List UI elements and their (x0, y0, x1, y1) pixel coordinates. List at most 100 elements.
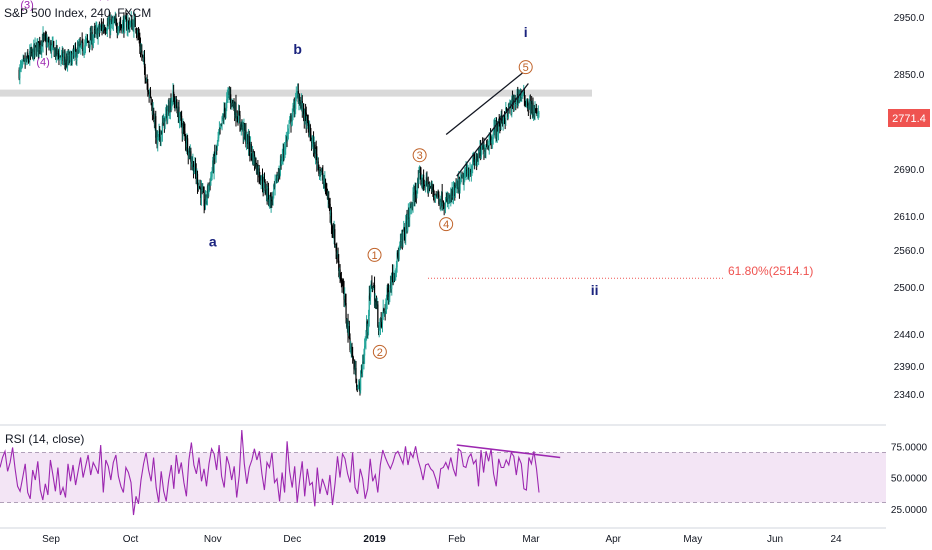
candle-body (486, 146, 488, 148)
y-tick-label: 2560.0 (894, 246, 925, 257)
candle-body (86, 38, 89, 40)
axes[interactable]: Sep Oct Nov Dec 2019 Feb Mar Apr May Jun 242950.02… (0, 13, 928, 545)
candle-body (375, 300, 377, 303)
candle-body (169, 112, 171, 116)
candle-body (138, 35, 140, 41)
candle-body (151, 104, 154, 115)
wave-label-minor: 1 (371, 250, 377, 262)
candle-body (117, 30, 119, 33)
candle-body (395, 270, 397, 272)
candle-body (409, 207, 411, 218)
candle-body (328, 204, 331, 206)
candle-body (247, 136, 250, 148)
candle-body (43, 35, 45, 37)
candle-body (525, 104, 527, 107)
candle-body (220, 123, 222, 126)
candle-body (366, 321, 368, 332)
candle-body (19, 66, 21, 79)
candle-body (308, 126, 310, 137)
candle-body (256, 165, 258, 174)
candle-body (346, 318, 348, 329)
candle-body (328, 197, 330, 204)
candle-body (177, 111, 179, 117)
candle-body (302, 103, 304, 111)
candle-body (175, 100, 177, 107)
candle-body (426, 177, 428, 185)
candle-body (100, 25, 102, 29)
wave-label-circle (372, 344, 387, 359)
candle-body (80, 45, 82, 48)
candle-body (57, 50, 59, 55)
candle-body (110, 21, 112, 23)
candle-body (21, 64, 23, 66)
candle-body (523, 91, 525, 100)
candle-body (440, 201, 442, 207)
candle-body (306, 116, 308, 128)
candle-body (495, 121, 497, 139)
candle-body (184, 131, 186, 135)
candle-body (493, 127, 495, 132)
price-tag: 2771.4 (892, 113, 926, 125)
candle-body (118, 25, 120, 28)
candle-body (211, 171, 213, 177)
candle-body (455, 185, 457, 188)
candle-body (202, 190, 205, 193)
candle-body (92, 40, 94, 44)
candle-body (187, 154, 189, 156)
candle-body (98, 25, 100, 30)
candle-body (37, 41, 39, 45)
candle-body (236, 116, 238, 119)
candle-body (462, 174, 464, 178)
candle-body (260, 180, 262, 184)
candle-body (68, 55, 70, 62)
candle-body (365, 321, 368, 339)
candle-body (229, 95, 231, 97)
candle-body (438, 194, 440, 204)
candle-body (452, 190, 454, 196)
candle-body (36, 44, 38, 55)
candle-body (515, 100, 518, 105)
candle-body (279, 160, 282, 175)
candle-body (141, 50, 143, 55)
candle-body (28, 60, 30, 62)
candle-body (142, 54, 144, 58)
candle-body (156, 131, 158, 145)
candle-body (166, 109, 168, 120)
candle-body (371, 282, 373, 286)
candle-body (386, 287, 388, 300)
candle-body (531, 100, 533, 111)
candle-body (454, 184, 456, 196)
candle-body (498, 118, 500, 120)
candle-body (484, 150, 486, 152)
candle-body (120, 24, 122, 27)
candle-body (476, 157, 478, 162)
candle-body (423, 184, 425, 186)
candle-body (450, 193, 452, 200)
candle-body (221, 116, 223, 126)
candle-body (369, 293, 371, 300)
candle-body (401, 234, 403, 241)
candle-body (511, 99, 513, 115)
candle-body (122, 20, 124, 23)
candle-body (64, 56, 66, 62)
candle-body (397, 255, 400, 260)
candle-body (45, 39, 47, 48)
candle-body (259, 177, 262, 183)
candle-body (262, 184, 264, 189)
candle-body (271, 199, 273, 202)
candle-body (538, 113, 540, 115)
x-tick-label: 2019 (363, 534, 386, 545)
candle-body (134, 17, 136, 28)
candle-body (60, 58, 62, 60)
y-tick-label: 2340.0 (894, 390, 925, 401)
candle-body (307, 120, 309, 126)
candle-body (104, 30, 106, 32)
candle-body (356, 388, 358, 390)
candle-body (98, 25, 100, 31)
rsi-tick-label: 75.0000 (891, 442, 928, 453)
candle-body (121, 24, 123, 32)
candle-body (283, 149, 285, 153)
candle-body (243, 123, 246, 132)
candle-body (521, 95, 523, 97)
candle-body (198, 185, 200, 190)
